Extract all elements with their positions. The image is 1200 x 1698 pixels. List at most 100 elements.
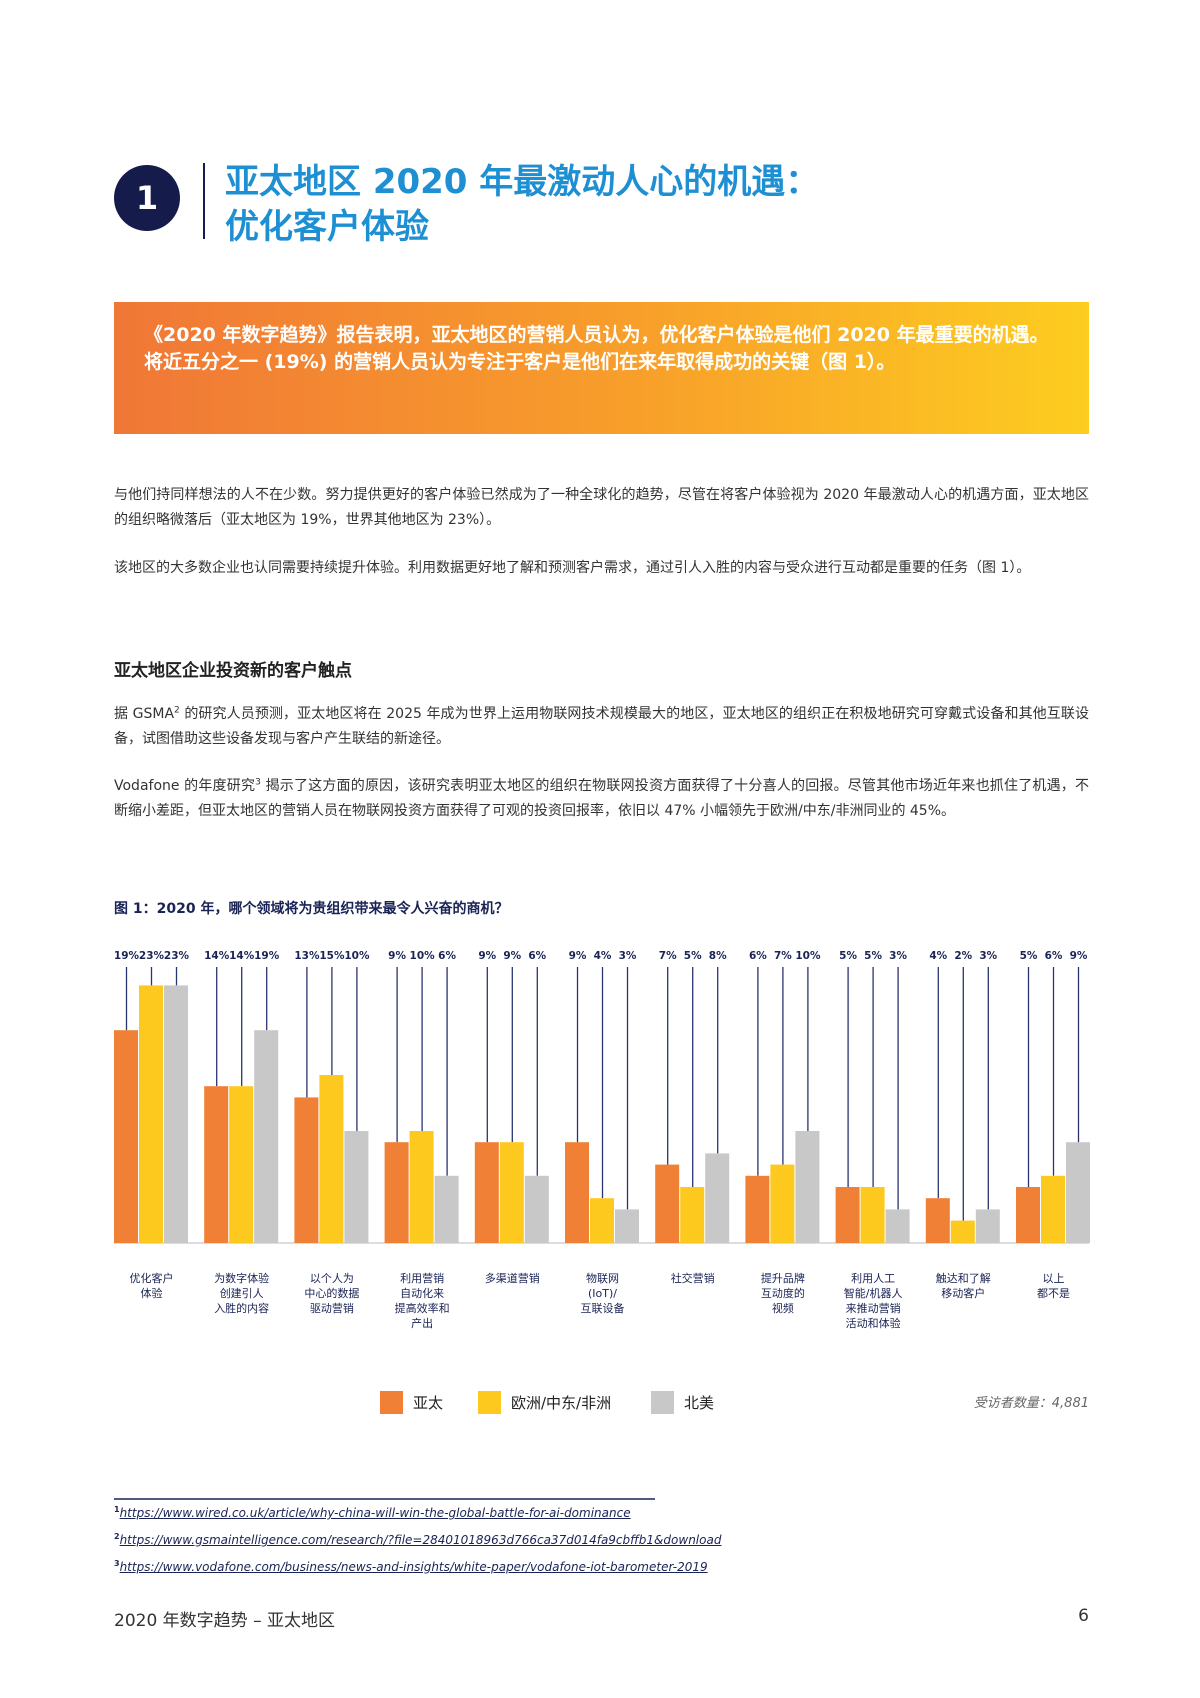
category-label: 物联网(IoT)/互联设备	[581, 1271, 625, 1315]
text-run: 的研究人员预测，亚太地区将在 2025 年成为世界上运用物联网技术规模最大的地区…	[114, 706, 1089, 747]
footnote-mark: 3	[114, 1559, 120, 1568]
section-heading: 亚太地区企业投资新的客户触点	[114, 661, 352, 681]
category-label: 社交营销	[671, 1271, 715, 1285]
bar	[950, 1220, 975, 1243]
page-number: 6	[1078, 1606, 1089, 1626]
bar	[860, 1187, 885, 1243]
value-label: 5%	[839, 950, 857, 962]
category-label: 优化客户体验	[130, 1271, 174, 1300]
value-label: 4%	[929, 950, 947, 962]
page-title: 亚太地区 2020 年最激动人心的机遇：	[225, 162, 820, 202]
bar	[139, 985, 163, 1243]
legend-swatch	[478, 1391, 501, 1414]
category-label: 利用人工智能/机器人来推动营销活动和体验	[844, 1272, 903, 1330]
value-label: 4%	[594, 950, 612, 962]
legend-label: 欧洲/中东/非洲	[511, 1394, 611, 1412]
value-label: 10%	[795, 950, 821, 962]
text-run: Vodafone 的年度研究	[114, 778, 256, 794]
section-number: 1	[136, 179, 158, 217]
value-label: 19%	[114, 950, 140, 962]
value-label: 7%	[659, 950, 677, 962]
legend-swatch	[380, 1391, 403, 1414]
bar	[164, 985, 188, 1243]
value-label: 7%	[774, 950, 792, 962]
bar	[680, 1187, 705, 1243]
bar	[434, 1175, 459, 1243]
paragraph: 与他们持同样想法的人不在少数。努力提供更好的客户体验已然成为了一种全球化的趋势，…	[114, 487, 1089, 528]
respondent-note: 受访者数量：4,881	[974, 1396, 1089, 1411]
footnote-link[interactable]: https://www.gsmaintelligence.com/researc…	[119, 1533, 722, 1547]
bar	[294, 1097, 319, 1243]
bar	[254, 1030, 279, 1243]
bar	[204, 1086, 229, 1243]
value-label: 10%	[410, 950, 436, 962]
bar	[474, 1142, 499, 1243]
bar	[229, 1086, 254, 1243]
value-label: 5%	[1020, 950, 1038, 962]
value-label: 23%	[139, 950, 165, 962]
value-label: 9%	[478, 950, 496, 962]
footnote-mark: 1	[114, 1505, 120, 1514]
bar	[770, 1164, 795, 1243]
highlight-box: 《2020 年数字趋势》报告表明，亚太地区的营销人员认为，优化客户体验是他们 2…	[114, 302, 1089, 434]
bar	[795, 1131, 820, 1243]
value-label: 6%	[749, 950, 767, 962]
value-label: 9%	[388, 950, 406, 962]
bar	[344, 1131, 369, 1243]
category-label: 多渠道营销	[485, 1271, 540, 1285]
value-label: 14%	[229, 950, 255, 962]
value-label: 2%	[954, 950, 972, 962]
footnote-mark: 2	[114, 1532, 120, 1541]
category-label: 以上都不是	[1037, 1272, 1070, 1300]
bar	[524, 1175, 549, 1243]
footnote: 1https://www.wired.co.uk/article/why-chi…	[114, 1505, 631, 1520]
bar	[655, 1164, 680, 1243]
footnote-ref: 3	[255, 777, 261, 788]
bar	[114, 1030, 138, 1243]
bar	[1066, 1142, 1090, 1243]
value-label: 23%	[164, 950, 190, 962]
page-title: 优化客户体验	[225, 207, 429, 247]
value-label: 5%	[864, 950, 882, 962]
legend-label: 北美	[684, 1394, 714, 1412]
bar	[384, 1142, 409, 1243]
category-label: 提升品牌互动度的视频	[761, 1271, 805, 1315]
paragraph: Vodafone 的年度研究3 揭示了这方面的原因，该研究表明亚太地区的组织在物…	[114, 774, 1089, 824]
bar	[319, 1075, 344, 1243]
value-label: 3%	[889, 950, 907, 962]
value-label: 3%	[979, 950, 997, 962]
value-label: 6%	[438, 950, 456, 962]
footnote: 2https://www.gsmaintelligence.com/resear…	[114, 1532, 721, 1547]
category-label: 为数字体验创建引人入胜的内容	[214, 1271, 269, 1315]
bar	[705, 1153, 730, 1243]
text-run: 揭示了这方面的原因，该研究表明亚太地区的组织在物联网投资方面获得了十分喜人的回报…	[114, 778, 1090, 819]
footnote-link[interactable]: https://www.wired.co.uk/article/why-chin…	[119, 1506, 631, 1520]
value-label: 19%	[254, 950, 280, 962]
footnote: 3https://www.vodafone.com/business/news-…	[114, 1559, 708, 1574]
value-label: 5%	[684, 950, 702, 962]
bar	[1016, 1187, 1040, 1243]
bar	[745, 1175, 770, 1243]
legend-label: 亚太	[413, 1394, 443, 1412]
footnote-link[interactable]: https://www.vodafone.com/business/news-a…	[119, 1560, 708, 1574]
bar	[925, 1198, 950, 1243]
value-label: 14%	[204, 950, 230, 962]
value-label: 9%	[1070, 950, 1088, 962]
value-label: 9%	[569, 950, 587, 962]
category-label: 触达和了解移动客户	[936, 1271, 991, 1300]
value-label: 6%	[528, 950, 546, 962]
category-label: 以个人为中心的数据驱动营销	[304, 1272, 359, 1315]
chart-title: 图 1：2020 年，哪个领域将为贵组织带来最令人兴奋的商机？	[114, 901, 509, 917]
footer-title: 2020 年数字趋势 – 亚太地区	[114, 1611, 335, 1631]
paragraph: 该地区的大多数企业也认同需要持续提升体验。利用数据更好地了解和预测客户需求，通过…	[114, 560, 1031, 576]
bar	[499, 1142, 524, 1243]
bar	[565, 1142, 589, 1243]
value-label: 8%	[709, 950, 727, 962]
value-label: 9%	[503, 950, 521, 962]
bar	[1041, 1175, 1065, 1243]
text-run: 据 GSMA	[114, 706, 175, 722]
value-label: 6%	[1045, 950, 1063, 962]
bar	[409, 1131, 434, 1243]
